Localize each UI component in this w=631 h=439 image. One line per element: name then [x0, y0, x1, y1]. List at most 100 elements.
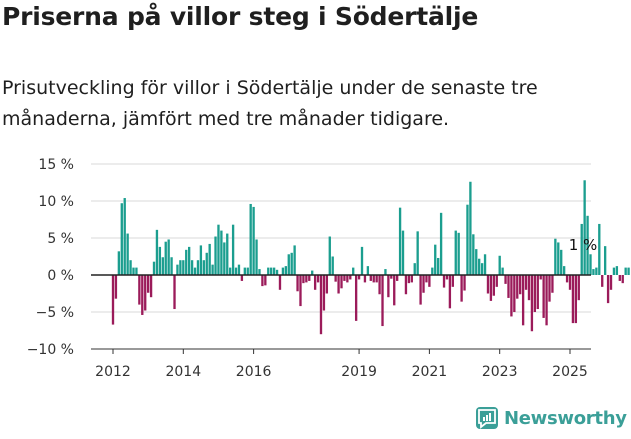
- bar: [211, 264, 214, 275]
- bar: [346, 275, 349, 283]
- bar: [123, 198, 126, 275]
- bar: [401, 230, 405, 275]
- x-tick-label: 2019: [341, 364, 377, 380]
- bar: [621, 275, 624, 284]
- bar: [337, 275, 340, 294]
- bar: [521, 275, 525, 326]
- bar: [202, 260, 205, 275]
- latest-value-annotation: 1 %: [569, 236, 598, 254]
- bar: [472, 234, 475, 275]
- page-title: Priserna på villor steg i Södertälje: [2, 2, 479, 31]
- x-tick-label: 2016: [236, 364, 272, 380]
- bar: [246, 267, 249, 275]
- bar: [489, 275, 493, 301]
- bar: [501, 267, 504, 275]
- bar: [193, 267, 197, 275]
- bar: [164, 241, 167, 275]
- bar: [437, 257, 440, 275]
- bar: [158, 246, 162, 275]
- bar: [381, 275, 384, 327]
- newsworthy-logo-icon: [476, 407, 498, 429]
- bar: [278, 275, 282, 290]
- bar: [132, 267, 135, 275]
- bar: [340, 275, 343, 289]
- x-tick-label: 2012: [95, 364, 131, 380]
- bar: [577, 275, 580, 301]
- bar: [208, 243, 211, 275]
- bar: [618, 275, 621, 281]
- bar: [387, 275, 390, 298]
- bar: [583, 180, 586, 275]
- bar: [586, 215, 589, 275]
- bar: [445, 275, 449, 280]
- bar: [448, 275, 452, 309]
- bar: [234, 267, 238, 275]
- bar: [554, 238, 557, 275]
- bar: [562, 266, 566, 275]
- bar: [598, 223, 601, 275]
- bar: [612, 267, 616, 275]
- bar: [176, 264, 179, 275]
- bar: [196, 260, 200, 275]
- bar: [527, 275, 531, 301]
- bar: [624, 267, 627, 275]
- bar: [302, 275, 305, 284]
- x-tick-label: 2021: [412, 364, 448, 380]
- bar: [270, 267, 273, 275]
- y-tick-label: 0 %: [47, 268, 74, 284]
- y-tick-label: 10 %: [38, 194, 74, 210]
- bar: [454, 230, 457, 275]
- bar: [313, 275, 317, 290]
- bar: [466, 204, 469, 275]
- bar: [565, 275, 569, 283]
- newsworthy-logo-text: Newsworthy: [504, 407, 627, 429]
- bar: [243, 267, 246, 275]
- bar: [328, 236, 331, 275]
- bar: [369, 275, 372, 281]
- bar: [428, 275, 431, 287]
- bar: [144, 275, 147, 311]
- bar: [296, 275, 299, 292]
- bar: [249, 203, 252, 275]
- bar: [407, 275, 411, 284]
- bar: [551, 275, 554, 293]
- bar: [170, 257, 173, 275]
- y-axis-tick-labels: 15 % 10 % 5 % 0 % −5 % −10 %: [27, 157, 74, 358]
- bar: [331, 256, 334, 275]
- x-tick-label: 2023: [482, 364, 518, 380]
- bar: [240, 275, 244, 281]
- bar: [261, 275, 264, 287]
- bar: [375, 275, 378, 283]
- bar: [334, 275, 337, 282]
- bar: [486, 275, 490, 294]
- bar: [530, 275, 534, 332]
- bar: [504, 275, 507, 284]
- bar: [536, 275, 539, 310]
- bar: [284, 266, 287, 275]
- bar: [138, 275, 141, 305]
- bar: [229, 267, 232, 275]
- bar: [360, 246, 364, 275]
- bar: [308, 275, 311, 281]
- bar: [469, 181, 472, 275]
- bar: [205, 252, 208, 275]
- bar: [120, 203, 123, 275]
- bar: [155, 229, 159, 275]
- bar: [480, 263, 484, 275]
- x-tick-label: 2025: [552, 364, 588, 380]
- bar: [524, 275, 528, 290]
- bar: [214, 236, 217, 275]
- bar: [390, 275, 393, 279]
- bar: [425, 275, 428, 283]
- bar: [357, 275, 361, 280]
- bar: [519, 275, 522, 295]
- bar: [299, 275, 302, 307]
- bar: [478, 258, 481, 275]
- bar: [457, 232, 460, 275]
- bar: [290, 252, 293, 275]
- bar: [507, 275, 510, 298]
- bar: [152, 261, 156, 275]
- bar: [592, 269, 595, 275]
- bar: [220, 230, 223, 275]
- bar: [510, 275, 513, 317]
